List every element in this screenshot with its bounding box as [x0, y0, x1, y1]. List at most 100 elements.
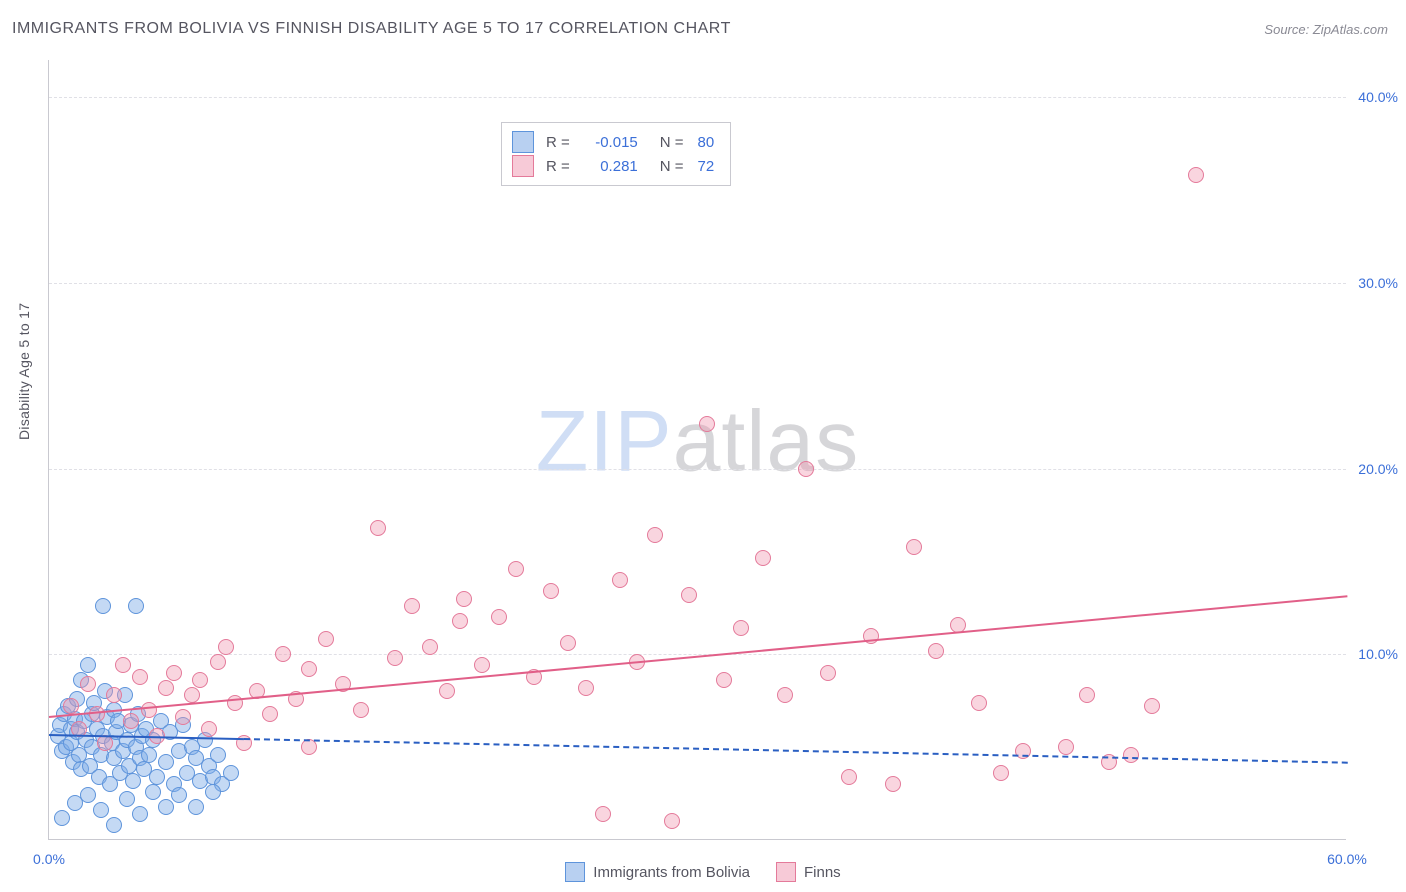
r-value-bolivia: -0.015	[578, 134, 638, 151]
data-point-bolivia	[95, 598, 111, 614]
data-point-finns	[262, 706, 278, 722]
data-point-bolivia	[93, 802, 109, 818]
data-point-finns	[699, 416, 715, 432]
data-point-finns	[971, 695, 987, 711]
data-point-finns	[578, 680, 594, 696]
data-point-bolivia	[119, 791, 135, 807]
legend-swatch-icon	[776, 862, 796, 882]
data-point-bolivia	[205, 784, 221, 800]
series-legend: Immigrants from Bolivia Finns	[0, 862, 1406, 882]
data-point-bolivia	[188, 799, 204, 815]
data-point-finns	[123, 713, 139, 729]
plot-area: ZIPatlas R = -0.015 N = 80 R = 0.281 N =…	[48, 60, 1346, 840]
data-point-finns	[353, 702, 369, 718]
data-point-finns	[906, 539, 922, 555]
chart-title: IMMIGRANTS FROM BOLIVIA VS FINNISH DISAB…	[12, 20, 731, 38]
y-axis-label: Disability Age 5 to 17	[16, 303, 32, 440]
data-point-finns	[885, 776, 901, 792]
data-point-finns	[158, 680, 174, 696]
data-point-finns	[1079, 687, 1095, 703]
correlation-legend: R = -0.015 N = 80 R = 0.281 N = 72	[501, 122, 731, 186]
data-point-finns	[681, 587, 697, 603]
legend-item-bolivia: Immigrants from Bolivia	[565, 862, 750, 882]
source-value: ZipAtlas.com	[1313, 22, 1388, 37]
n-value-finns: 72	[698, 158, 715, 175]
data-point-finns	[755, 550, 771, 566]
watermark-left: ZIP	[536, 393, 673, 489]
watermark-right: atlas	[673, 393, 860, 489]
data-point-bolivia	[80, 657, 96, 673]
data-point-finns	[210, 654, 226, 670]
data-point-finns	[1188, 167, 1204, 183]
data-point-finns	[1144, 698, 1160, 714]
data-point-finns	[733, 620, 749, 636]
data-point-finns	[716, 672, 732, 688]
data-point-finns	[184, 687, 200, 703]
legend-swatch-icon	[565, 862, 585, 882]
data-point-bolivia	[132, 806, 148, 822]
data-point-bolivia	[158, 754, 174, 770]
n-label: N =	[660, 158, 684, 175]
source-attribution: Source: ZipAtlas.com	[1264, 22, 1388, 37]
r-value-finns: 0.281	[578, 158, 638, 175]
data-point-finns	[404, 598, 420, 614]
source-label: Source:	[1264, 22, 1309, 37]
grid-line	[49, 469, 1346, 470]
chart-container: IMMIGRANTS FROM BOLIVIA VS FINNISH DISAB…	[0, 0, 1406, 892]
data-point-finns	[439, 683, 455, 699]
data-point-finns	[798, 461, 814, 477]
data-point-bolivia	[54, 810, 70, 826]
watermark: ZIPatlas	[536, 392, 859, 491]
legend-swatch-bolivia	[512, 131, 534, 153]
r-label: R =	[546, 134, 570, 151]
n-value-bolivia: 80	[698, 134, 715, 151]
data-point-finns	[301, 661, 317, 677]
data-point-finns	[175, 709, 191, 725]
data-point-finns	[841, 769, 857, 785]
data-point-finns	[543, 583, 559, 599]
legend-item-finns: Finns	[776, 862, 841, 882]
data-point-finns	[777, 687, 793, 703]
legend-row-bolivia: R = -0.015 N = 80	[512, 131, 714, 153]
data-point-bolivia	[106, 817, 122, 833]
data-point-finns	[456, 591, 472, 607]
data-point-bolivia	[128, 598, 144, 614]
data-point-finns	[1058, 739, 1074, 755]
ytick-label: 30.0%	[1358, 275, 1398, 291]
n-label: N =	[660, 134, 684, 151]
data-point-finns	[928, 643, 944, 659]
data-point-bolivia	[223, 765, 239, 781]
grid-line	[49, 283, 1346, 284]
data-point-finns	[166, 665, 182, 681]
data-point-finns	[370, 520, 386, 536]
data-point-finns	[474, 657, 490, 673]
data-point-finns	[508, 561, 524, 577]
ytick-label: 10.0%	[1358, 646, 1398, 662]
data-point-bolivia	[149, 769, 165, 785]
data-point-finns	[422, 639, 438, 655]
data-point-finns	[491, 609, 507, 625]
data-point-finns	[647, 527, 663, 543]
data-point-bolivia	[158, 799, 174, 815]
data-point-finns	[301, 739, 317, 755]
r-label: R =	[546, 158, 570, 175]
data-point-finns	[664, 813, 680, 829]
data-point-bolivia	[210, 747, 226, 763]
legend-label-bolivia: Immigrants from Bolivia	[593, 864, 750, 881]
data-point-finns	[218, 639, 234, 655]
data-point-finns	[820, 665, 836, 681]
data-point-finns	[993, 765, 1009, 781]
data-point-finns	[106, 687, 122, 703]
data-point-finns	[275, 646, 291, 662]
data-point-finns	[132, 669, 148, 685]
data-point-finns	[387, 650, 403, 666]
data-point-bolivia	[145, 784, 161, 800]
data-point-bolivia	[80, 787, 96, 803]
grid-line	[49, 97, 1346, 98]
data-point-finns	[318, 631, 334, 647]
data-point-finns	[141, 702, 157, 718]
data-point-finns	[97, 735, 113, 751]
data-point-finns	[612, 572, 628, 588]
data-point-finns	[192, 672, 208, 688]
data-point-finns	[452, 613, 468, 629]
